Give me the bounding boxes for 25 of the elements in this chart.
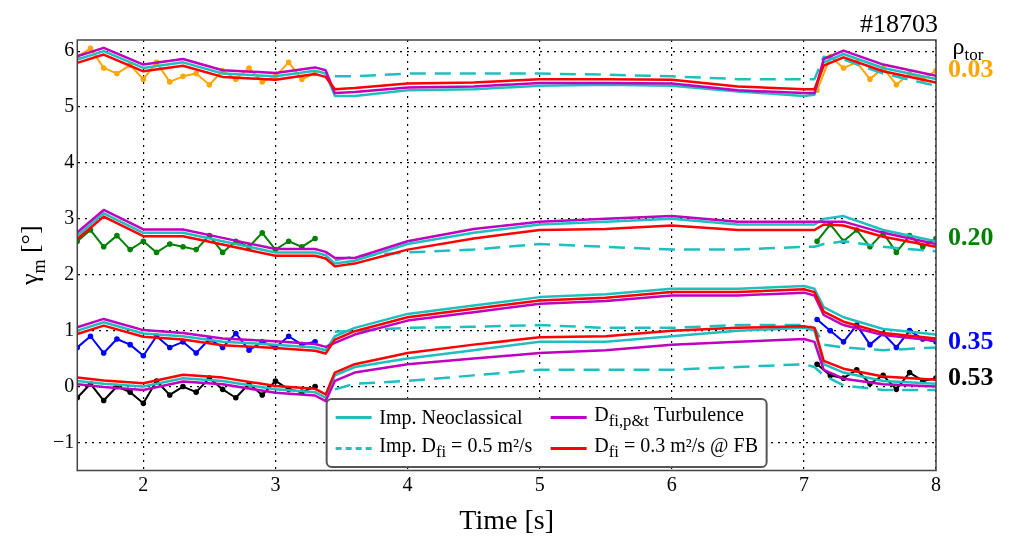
x-axis-title: Time [s] (459, 503, 554, 535)
legend-label: Imp. Neoclassical (379, 405, 523, 431)
x-tick-label: 7 (798, 472, 809, 495)
y-tick-label: 5 (64, 94, 75, 117)
x-tick-label: 5 (534, 472, 545, 495)
y-tick-label: 0 (64, 373, 75, 396)
series-label: 0.53 (948, 361, 994, 391)
x-tick-label: 8 (931, 472, 941, 495)
y-tick-label: −1 (53, 429, 75, 452)
x-tick-label: 4 (402, 472, 413, 495)
legend-label: D$_{fi,p&t}$ Turbulence (594, 402, 744, 433)
x-tick-label: 3 (270, 472, 281, 495)
legend-label: D$_{fi}$ = 0.3 m²/s @ FB (594, 433, 758, 464)
x-tick-label: 2 (138, 472, 149, 495)
y-axis-title: γm [°] (15, 225, 49, 287)
series-label: 0.35 (948, 325, 994, 355)
y-tick-label: 6 (64, 38, 75, 61)
y-tick-label: 1 (64, 317, 75, 340)
x-tick-label: 6 (666, 472, 677, 495)
y-tick-label: 3 (64, 206, 75, 229)
series-label: 0.20 (948, 222, 994, 252)
y-tick-label: 4 (64, 150, 75, 173)
legend-label: Imp. D$_{fi}$ = 0.5 m²/s (379, 433, 533, 464)
y-tick-label: 2 (64, 262, 75, 285)
chart-title: #18703 (860, 9, 938, 38)
